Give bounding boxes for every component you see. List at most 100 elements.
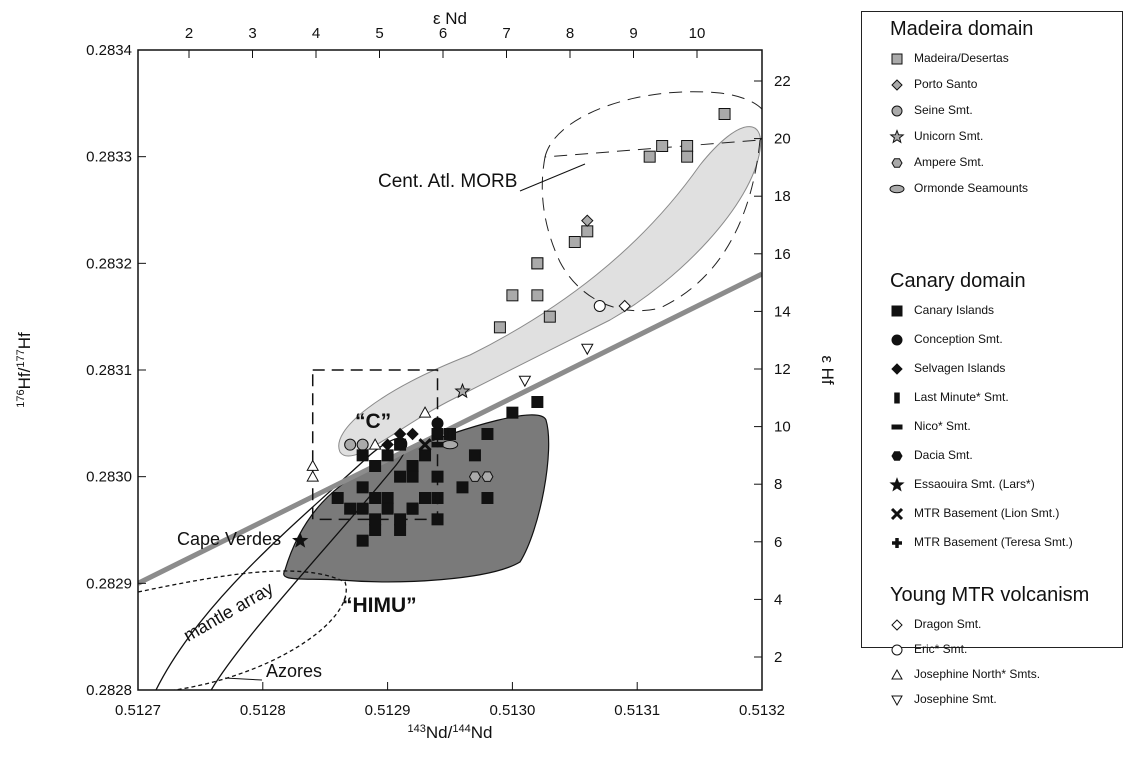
legend-label: Nico* Smt. xyxy=(914,419,971,433)
y-axis-title: 176Hf/177Hf xyxy=(15,332,34,408)
x-tick-label: 0.5128 xyxy=(240,702,286,719)
data-point xyxy=(493,321,506,334)
legend-item: Last Minute* Smt. xyxy=(862,388,1122,408)
x-tick-label: 0.5127 xyxy=(115,702,161,719)
legend-marker-icon xyxy=(891,668,903,680)
legend-heading-canary: Canary domain xyxy=(890,270,1026,292)
data-point xyxy=(394,513,407,526)
data-point xyxy=(718,108,731,120)
data-point xyxy=(481,492,494,504)
legend-label: Josephine North* Smts. xyxy=(914,667,1041,681)
annotation-azores: Azores xyxy=(266,661,322,681)
legend-marker xyxy=(891,619,903,631)
legend-item: Dacia Smt. xyxy=(862,446,1122,466)
top-tick-label: 7 xyxy=(502,25,510,42)
data-point xyxy=(531,396,544,408)
data-point xyxy=(481,471,494,482)
data-point xyxy=(431,513,444,526)
legend-item: Madeira/Desertas xyxy=(862,49,1122,69)
series-essaouira-smt-lars- xyxy=(292,532,309,548)
data-point xyxy=(292,532,309,548)
legend-marker-icon xyxy=(891,644,903,656)
legend-item: Essaouira Smt. (Lars*) xyxy=(862,475,1122,495)
legend-marker xyxy=(889,477,905,492)
y-tick-label: 0.2833 xyxy=(86,149,132,166)
data-point xyxy=(356,481,369,494)
legend-label: Eric* Smt. xyxy=(914,642,968,656)
legend-marker xyxy=(891,158,903,168)
data-point xyxy=(381,449,394,462)
plot-frame xyxy=(137,49,763,691)
data-point xyxy=(331,492,344,504)
legend-item: Seine Smt. xyxy=(862,101,1122,121)
legend-marker xyxy=(889,184,905,194)
series-conception-smt- xyxy=(431,417,444,430)
legend-marker xyxy=(892,538,902,548)
series-dacia-smt- xyxy=(431,428,444,440)
legend-marker xyxy=(889,129,905,144)
data-point xyxy=(431,417,444,430)
series-mtr-basement-lion-smt- xyxy=(418,438,432,452)
legend-label: Porto Santo xyxy=(914,77,978,91)
morb-leader-line xyxy=(519,163,586,192)
data-point xyxy=(431,428,444,440)
right-tick-label: 14 xyxy=(774,303,791,320)
data-point xyxy=(406,470,419,483)
data-point xyxy=(681,140,694,152)
y-tick-label: 0.2828 xyxy=(86,682,132,699)
data-point xyxy=(381,502,394,515)
data-point xyxy=(432,492,444,504)
data-point xyxy=(681,150,694,163)
data-point xyxy=(356,534,369,547)
data-point xyxy=(381,438,394,451)
legend-item: Ormonde Seamounts xyxy=(862,179,1122,199)
legend-marker xyxy=(891,451,903,461)
data-point xyxy=(344,502,357,515)
right-tick-label: 18 xyxy=(774,188,791,205)
data-point xyxy=(356,502,369,515)
data-point xyxy=(368,438,382,450)
data-point xyxy=(431,470,444,483)
top-tick-label: 2 xyxy=(185,25,193,42)
legend-marker xyxy=(891,105,903,117)
data-point xyxy=(344,438,357,451)
data-point xyxy=(431,441,444,448)
legend-marker-icon xyxy=(891,695,903,707)
series-porto-santo xyxy=(581,214,594,227)
legend-item: MTR Basement (Lion Smt.) xyxy=(862,504,1122,524)
legend-label: Essaouira Smt. (Lars*) xyxy=(914,477,1035,491)
isotope-chart: 0.5127 0.5128 0.5129 0.5130 0.5131 0.5132 0.28… xyxy=(15,9,837,742)
right-tick-label: 20 xyxy=(774,131,791,148)
data-point xyxy=(369,460,382,472)
legend-marker xyxy=(891,668,903,680)
data-point xyxy=(306,470,320,482)
x-axis-title: 143Nd/144Nd xyxy=(408,723,493,742)
series-nico-smt- xyxy=(431,441,444,448)
legend-marker-icon xyxy=(891,451,903,461)
data-point xyxy=(618,299,631,313)
series-dragon-smt- xyxy=(618,299,631,313)
data-point xyxy=(581,225,594,238)
data-point xyxy=(468,449,481,462)
data-point xyxy=(454,382,471,399)
legend-label: Dacia Smt. xyxy=(914,448,973,462)
legend-heading-young: Young MTR volcanism xyxy=(890,584,1090,606)
series-mtr-basement-teresa-smt- xyxy=(432,492,444,504)
legend-marker-icon xyxy=(891,105,903,117)
top-tick-label: 8 xyxy=(566,25,574,42)
top-tick-label: 4 xyxy=(312,25,320,42)
legend-marker-icon xyxy=(891,79,903,91)
legend-marker-icon xyxy=(889,184,905,194)
right-tick-label: 6 xyxy=(774,534,782,551)
right-axis-title: ε Hf xyxy=(818,355,837,385)
annotation-morb: Cent. Atl. MORB xyxy=(378,171,517,192)
legend-item: Conception Smt. xyxy=(862,330,1122,350)
data-point xyxy=(580,343,594,356)
series-josephine-smt- xyxy=(518,343,594,388)
data-point xyxy=(406,427,419,441)
y-tick-label: 0.2830 xyxy=(86,469,132,486)
data-point xyxy=(419,492,432,504)
annotation-mantle-array: mantle array xyxy=(180,578,277,645)
x-tick-label: 0.5132 xyxy=(739,702,785,719)
series-unicorn-smt- xyxy=(454,382,471,399)
